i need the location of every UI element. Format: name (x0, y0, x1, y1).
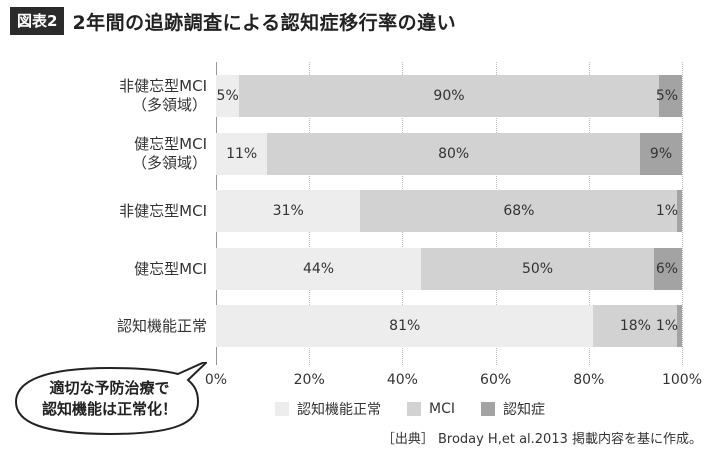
category-label-line: 非健忘型MCI (119, 77, 207, 95)
bar-segment-mci (593, 305, 678, 347)
bar-segment-normal (216, 305, 594, 347)
source-note: ［出典］ Broday H,et al.2013 掲載内容を基に作成。 (381, 432, 702, 447)
data-label: 6% (655, 261, 679, 277)
category-label: 健忘型MCI (5, 260, 207, 279)
x-tick-label: 60% (480, 372, 512, 388)
category-label-line: （多領域） (131, 96, 207, 114)
x-tick-label: 80% (573, 372, 605, 388)
x-tick-label: 0% (204, 372, 228, 388)
speech-bubble: 適切な予防治療で 認知機能は正常化！ (12, 359, 210, 438)
x-tick-label: 40% (386, 372, 418, 388)
x-tick-label: 100% (661, 372, 703, 388)
bar-segment-dementia (654, 248, 682, 290)
bar-segment-mci (360, 190, 678, 232)
category-label-line: 非健忘型MCI (119, 201, 207, 220)
legend-item-mci: MCI (407, 401, 455, 417)
category-label: 非健忘型MCI (5, 202, 207, 221)
data-label: 44% (302, 261, 335, 277)
legend-label-mci: MCI (429, 401, 455, 417)
bar-segment-normal (216, 248, 422, 290)
data-label: 18% (619, 318, 651, 334)
bar-segment-mci (421, 248, 655, 290)
bubble-line-2: 認知機能は正常化！ (41, 400, 177, 418)
category-label-line: 健忘型MCI (134, 135, 207, 153)
data-label: 11% (226, 146, 258, 162)
bar-segment-dementia (677, 305, 682, 347)
bubble-line-1: 適切な予防治療で (49, 379, 170, 397)
bar-segment-normal (216, 133, 268, 175)
x-tick-label: 20% (293, 372, 325, 388)
data-label: 81% (389, 318, 421, 334)
bar-segment-dementia (640, 133, 682, 175)
category-label-line: 認知機能正常 (116, 316, 207, 335)
category-label: 認知機能正常 (5, 317, 207, 336)
bar-segment-mci (239, 75, 659, 117)
bar-segment-dementia (677, 190, 682, 232)
gridline (682, 62, 683, 365)
category-label-line: 健忘型MCI (134, 259, 207, 278)
data-label: 5% (655, 88, 679, 104)
legend-item-normal: 認知機能正常 (275, 399, 381, 419)
data-label: 31% (272, 203, 304, 219)
data-label: 1% (655, 203, 679, 219)
legend-label-normal: 認知機能正常 (297, 402, 381, 418)
legend-item-dementia: 認知症 (480, 399, 545, 419)
data-label: 50% (521, 261, 554, 277)
figure-badge: 図表2 (10, 7, 65, 35)
bar-segment-dementia (658, 75, 682, 117)
legend-label-dementia: 認知症 (502, 402, 545, 418)
data-label: 1% (655, 318, 679, 334)
chart-title: 2年間の追跡調査による認知症移行率の違い (72, 11, 457, 34)
bar-segment-normal (216, 75, 240, 117)
bar-segment-mci (267, 133, 641, 175)
category-label: 非健忘型MCI （多領域） (5, 77, 207, 115)
data-label: 90% (433, 88, 465, 104)
category-label: 健忘型MCI （多領域） (5, 135, 207, 173)
bar-segment-normal (216, 190, 361, 232)
data-label: 5% (216, 88, 239, 104)
legend-swatch-normal (275, 402, 289, 416)
speech-bubble-shape (14, 359, 210, 436)
category-label-line: （多領域） (131, 154, 207, 172)
header: 図表2 2年間の追跡調査による認知症移行率の違い (10, 6, 456, 36)
data-label: 80% (438, 146, 470, 162)
legend-swatch-dementia (480, 402, 495, 416)
legend-swatch-mci (407, 402, 421, 416)
speech-bubble-text: 適切な予防治療で 認知機能は正常化！ (12, 378, 207, 420)
legend: 認知機能正常 MCI 認知症 (275, 399, 571, 419)
data-label: 9% (649, 146, 673, 162)
data-label: 68% (503, 203, 535, 219)
